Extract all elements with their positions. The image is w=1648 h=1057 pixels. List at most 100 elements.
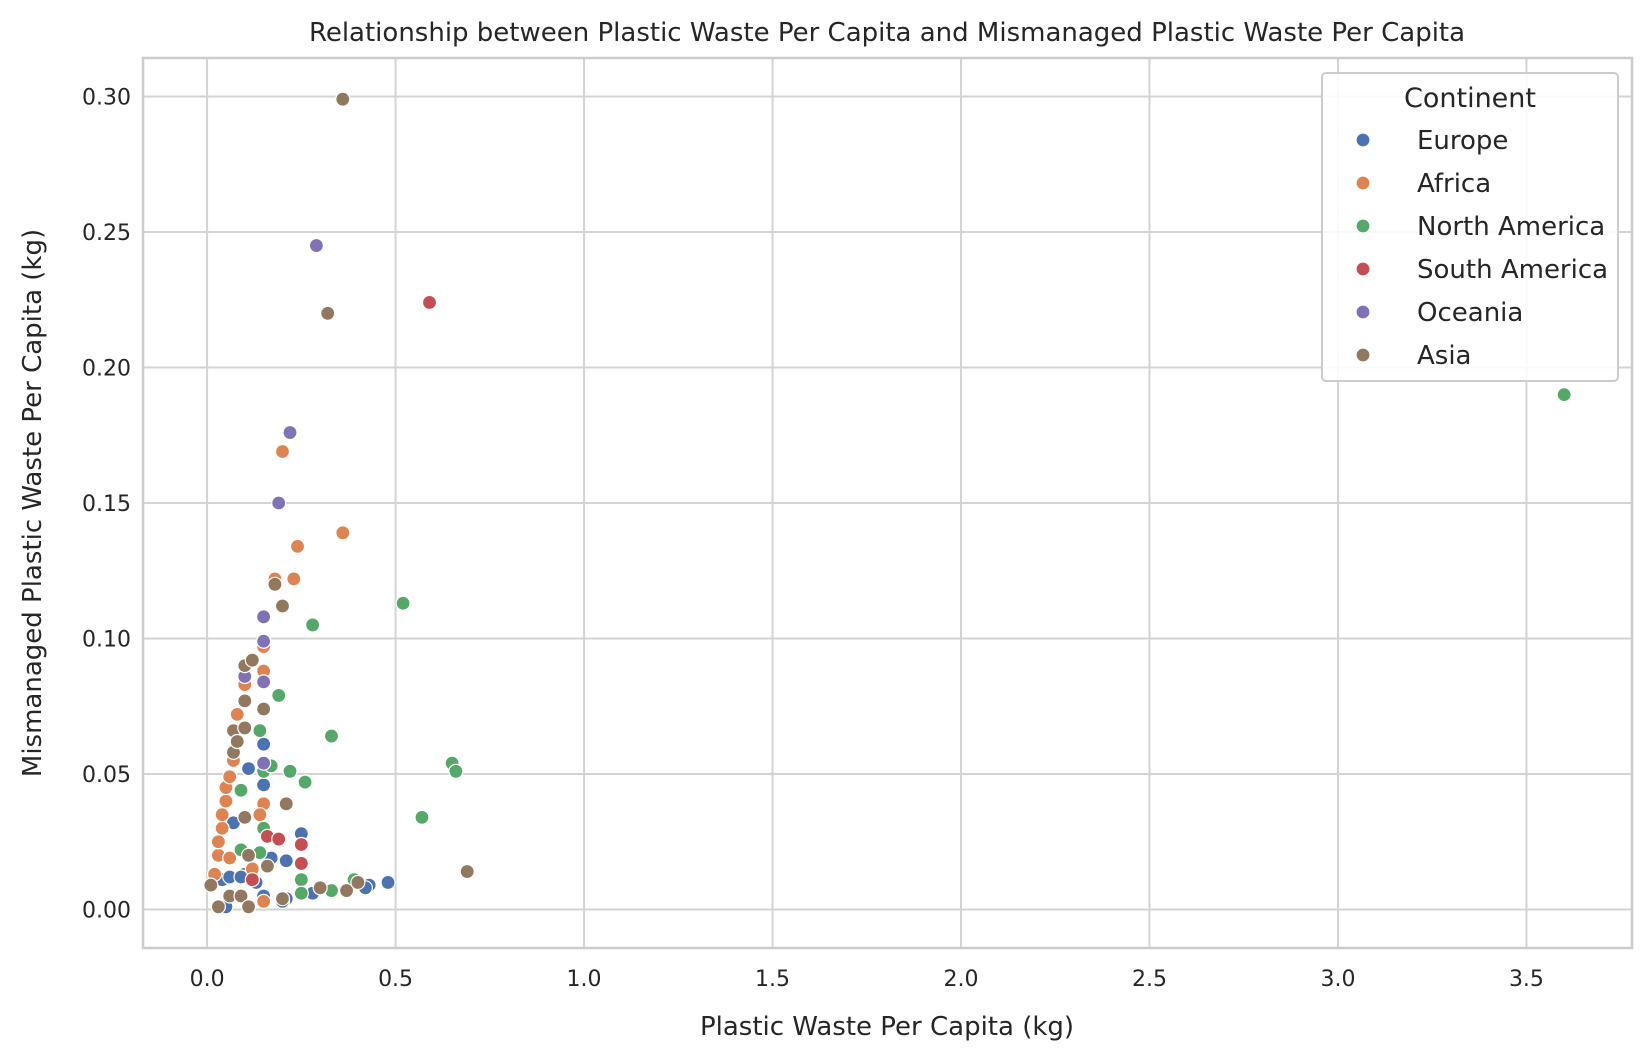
data-point	[210, 899, 226, 915]
data-point	[323, 728, 340, 744]
data-point	[237, 720, 253, 736]
data-point	[271, 831, 287, 847]
data-point	[335, 525, 351, 541]
data-point	[222, 769, 238, 785]
data-point	[252, 807, 268, 823]
data-point	[448, 763, 464, 779]
y-axis-ticks: 0.00 0.05 0.10 0.15 0.20 0.25 0.30	[82, 85, 131, 923]
data-point	[240, 847, 257, 863]
data-point	[244, 872, 260, 888]
data-point	[252, 723, 268, 739]
data-point	[274, 443, 291, 460]
data-point	[421, 294, 438, 311]
data-point	[256, 609, 272, 625]
data-point	[297, 774, 313, 790]
legend-label: South America	[1417, 255, 1608, 285]
data-point	[244, 652, 260, 668]
legend-marker	[1355, 175, 1371, 191]
data-point	[218, 793, 234, 809]
data-point	[267, 576, 283, 592]
data-point	[1556, 386, 1572, 403]
data-point	[289, 538, 306, 554]
y-tick-label: 0.15	[82, 492, 131, 517]
data-point	[335, 91, 351, 107]
x-axis-label: Plastic Waste Per Capita (kg)	[700, 1012, 1074, 1042]
data-point	[274, 891, 291, 907]
data-point	[312, 880, 328, 896]
data-point	[274, 598, 291, 614]
legend-marker	[1355, 304, 1371, 320]
series-south-america	[244, 294, 438, 888]
legend: Continent Europe Africa North America South…	[1321, 72, 1619, 382]
legend-marker	[1355, 132, 1371, 148]
data-point	[459, 863, 475, 880]
data-point	[338, 882, 355, 899]
data-point	[380, 874, 396, 891]
data-point	[278, 796, 294, 812]
data-point	[286, 571, 302, 587]
data-point	[256, 893, 272, 909]
data-point	[256, 701, 272, 717]
legend-label: Asia	[1417, 341, 1472, 371]
data-point	[271, 495, 287, 511]
y-tick-label: 0.05	[82, 763, 131, 788]
data-point	[256, 736, 272, 752]
legend-marker	[1355, 347, 1371, 363]
x-tick-label: 1.5	[755, 967, 790, 992]
data-point	[259, 858, 275, 874]
legend-marker	[1355, 218, 1371, 234]
x-tick-label: 3.5	[1509, 967, 1544, 992]
data-point	[271, 687, 287, 704]
data-point	[256, 633, 272, 649]
data-point	[278, 853, 294, 869]
legend-marker	[1355, 261, 1371, 277]
data-point	[237, 809, 253, 825]
y-tick-label: 0.10	[82, 628, 131, 653]
series-asia	[203, 91, 475, 915]
data-point	[229, 706, 245, 722]
y-tick-label: 0.00	[82, 899, 131, 924]
legend-box	[1321, 72, 1619, 382]
data-point	[256, 777, 272, 793]
data-point	[293, 872, 309, 888]
data-point	[305, 617, 321, 633]
data-point	[214, 807, 230, 823]
data-point	[240, 899, 257, 915]
legend-label: North America	[1417, 212, 1605, 242]
data-point	[320, 305, 336, 321]
legend-label: Europe	[1417, 126, 1508, 156]
chart-title: Relationship between Plastic Waste Per C…	[309, 18, 1465, 48]
legend-title: Continent	[1404, 83, 1536, 114]
x-tick-label: 1.0	[567, 967, 602, 992]
data-point	[256, 755, 272, 771]
data-point	[210, 834, 226, 850]
x-tick-label: 2.5	[1132, 967, 1167, 992]
data-point	[308, 237, 325, 254]
y-axis-label: Mismanaged Plastic Waste Per Capita (kg)	[18, 229, 48, 777]
plot-frame	[141, 56, 1634, 950]
data-point	[203, 877, 219, 893]
data-point	[414, 809, 430, 825]
x-axis-ticks: 0.0 0.5 1.0 1.5 2.0 2.5 3.0 3.5	[190, 967, 1544, 992]
data-points	[203, 91, 1572, 915]
data-point	[229, 733, 245, 750]
data-point	[350, 874, 366, 891]
x-tick-label: 2.0	[944, 967, 979, 992]
y-tick-label: 0.25	[82, 221, 131, 246]
data-point	[222, 850, 238, 866]
x-tick-label: 0.5	[378, 967, 413, 992]
data-point	[293, 855, 309, 872]
data-point	[282, 424, 298, 441]
data-point	[237, 693, 253, 709]
legend-label: Africa	[1417, 169, 1491, 199]
y-tick-label: 0.30	[82, 85, 131, 110]
data-point	[282, 763, 298, 779]
data-point	[256, 674, 272, 690]
data-point	[240, 760, 257, 777]
x-tick-label: 3.0	[1320, 967, 1355, 992]
y-tick-label: 0.20	[82, 356, 131, 381]
legend-label: Oceania	[1417, 298, 1523, 328]
data-point	[395, 595, 411, 611]
data-point	[233, 888, 249, 904]
